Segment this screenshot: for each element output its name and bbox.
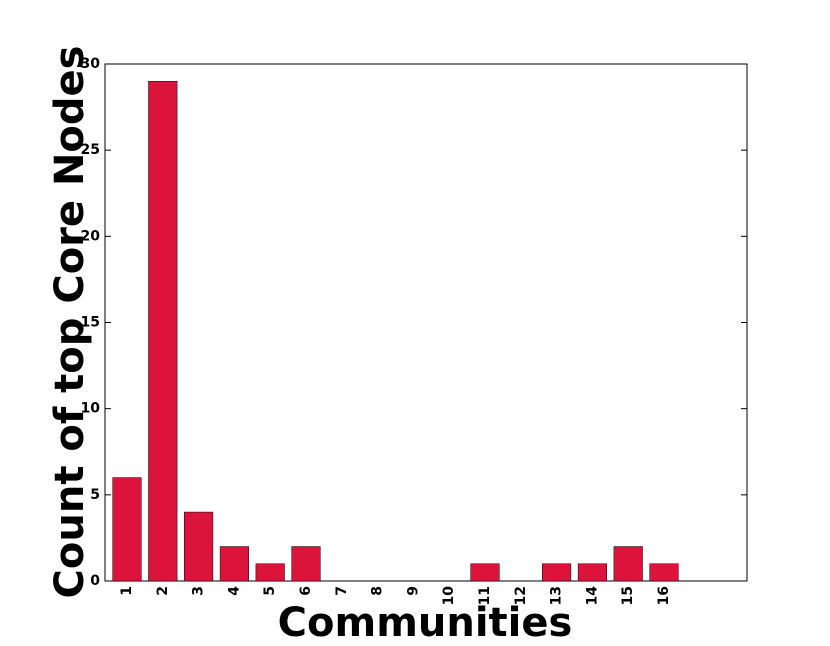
- x-tick-label: 2: [155, 586, 171, 596]
- x-tick-label: 16: [656, 586, 672, 605]
- bar: [542, 563, 572, 582]
- bar: [112, 477, 142, 582]
- x-tick-label: 5: [262, 586, 278, 596]
- x-tick-label: 8: [370, 586, 386, 596]
- bar: [649, 563, 679, 582]
- x-tick-label: 10: [441, 586, 457, 606]
- x-tick-label: 14: [584, 586, 600, 606]
- bar: [577, 563, 607, 582]
- x-tick-label: 4: [226, 586, 242, 596]
- plot-frame: [104, 63, 748, 582]
- y-tick-label: 5: [90, 487, 100, 503]
- x-tick-label: 7: [334, 586, 350, 596]
- x-tick-label: 3: [191, 586, 207, 596]
- y-tick-label: 15: [81, 315, 100, 331]
- x-axis-label: Communities: [278, 600, 573, 646]
- bar: [148, 80, 178, 582]
- bar: [470, 563, 500, 582]
- y-tick-label: 30: [81, 56, 101, 72]
- y-axis-label: Count of top Core Nodes: [47, 46, 93, 599]
- x-tick-label: 11: [477, 586, 493, 605]
- x-tick-label: 6: [298, 586, 314, 596]
- bar: [184, 511, 214, 582]
- x-tick-label: 12: [513, 586, 529, 605]
- bar: [291, 546, 321, 582]
- y-tick-label: 10: [81, 401, 101, 417]
- bar: [255, 563, 285, 582]
- x-tick-label: 9: [405, 586, 421, 596]
- x-tick-label: 15: [620, 586, 636, 605]
- x-tick-label: 1: [119, 586, 135, 596]
- x-tick-label: 13: [549, 586, 565, 605]
- y-tick-label: 25: [81, 142, 100, 158]
- y-tick-label: 0: [90, 573, 100, 589]
- bar: [613, 546, 643, 582]
- y-tick-label: 20: [81, 228, 101, 244]
- bar: [219, 546, 249, 582]
